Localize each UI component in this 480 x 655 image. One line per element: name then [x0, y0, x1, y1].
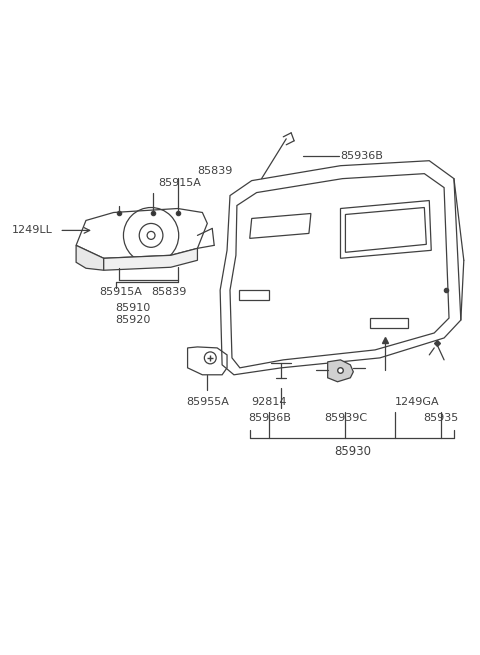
Text: 85915A: 85915A [158, 178, 201, 187]
Polygon shape [104, 248, 197, 271]
Text: 85936B: 85936B [248, 413, 291, 422]
Text: 92814: 92814 [252, 397, 287, 407]
Text: 85839: 85839 [151, 287, 186, 297]
Polygon shape [328, 360, 353, 382]
Text: 85915A: 85915A [99, 287, 142, 297]
Text: 1249GA: 1249GA [395, 397, 439, 407]
Text: 85910: 85910 [116, 303, 151, 313]
Polygon shape [76, 246, 104, 271]
Text: 85920: 85920 [116, 315, 151, 325]
Text: 85955A: 85955A [186, 397, 229, 407]
Text: 1249LL: 1249LL [12, 225, 52, 235]
Text: 85930: 85930 [334, 445, 371, 458]
Text: 85935: 85935 [423, 413, 459, 422]
Text: 85936B: 85936B [340, 151, 384, 160]
Text: 85839: 85839 [197, 166, 233, 176]
Text: 85939C: 85939C [324, 413, 367, 422]
